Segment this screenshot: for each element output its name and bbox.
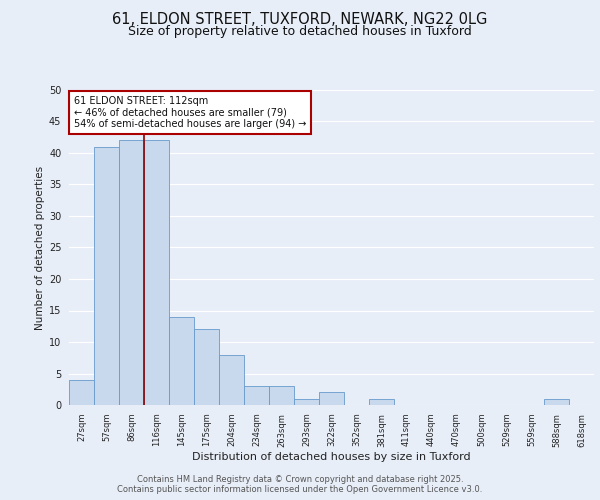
Bar [294, 398, 319, 405]
Bar [194, 330, 219, 405]
Bar [219, 354, 244, 405]
Bar [244, 386, 269, 405]
Text: 61, ELDON STREET, TUXFORD, NEWARK, NG22 0LG: 61, ELDON STREET, TUXFORD, NEWARK, NG22 … [112, 12, 488, 28]
Bar [119, 140, 144, 405]
Bar [369, 398, 394, 405]
X-axis label: Distribution of detached houses by size in Tuxford: Distribution of detached houses by size … [192, 452, 471, 462]
Bar [169, 317, 194, 405]
Bar [269, 386, 294, 405]
Bar [144, 140, 169, 405]
Bar [544, 398, 569, 405]
Bar [94, 146, 119, 405]
Y-axis label: Number of detached properties: Number of detached properties [35, 166, 44, 330]
Text: Contains HM Land Registry data © Crown copyright and database right 2025.: Contains HM Land Registry data © Crown c… [137, 475, 463, 484]
Text: 61 ELDON STREET: 112sqm
← 46% of detached houses are smaller (79)
54% of semi-de: 61 ELDON STREET: 112sqm ← 46% of detache… [74, 96, 307, 130]
Bar [69, 380, 94, 405]
Bar [319, 392, 344, 405]
Text: Size of property relative to detached houses in Tuxford: Size of property relative to detached ho… [128, 25, 472, 38]
Text: Contains public sector information licensed under the Open Government Licence v3: Contains public sector information licen… [118, 485, 482, 494]
